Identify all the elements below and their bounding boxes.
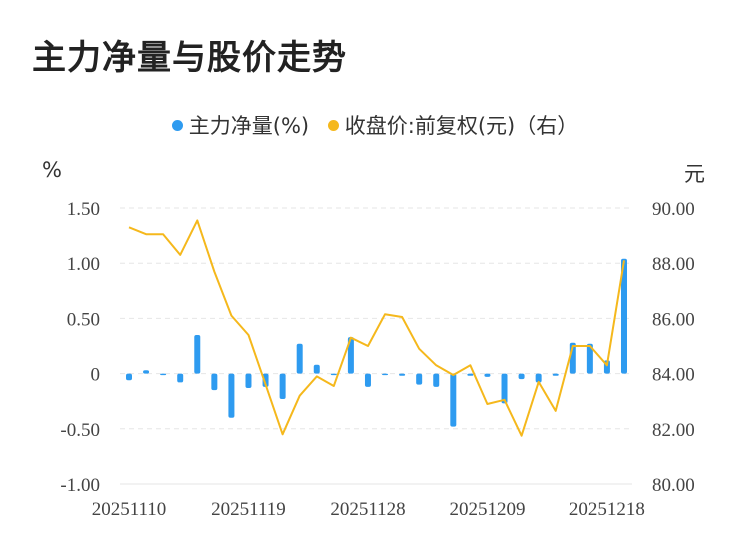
bar xyxy=(382,373,389,376)
bar xyxy=(501,373,508,404)
left-axis-unit: % xyxy=(42,158,62,182)
bar xyxy=(160,373,167,376)
y-left-tick-label: 0 xyxy=(91,365,101,386)
y-right-tick-label: 88.00 xyxy=(652,254,695,275)
bar xyxy=(279,373,286,399)
bar xyxy=(450,373,457,427)
bar xyxy=(552,373,559,376)
bar xyxy=(245,373,252,388)
bar xyxy=(194,334,201,374)
bar xyxy=(330,373,337,376)
x-tick-label: 20251209 xyxy=(449,499,525,520)
bar xyxy=(467,373,474,376)
bar xyxy=(364,373,371,387)
bar xyxy=(416,373,423,385)
legend-item-net[interactable]: 主力净量(%) xyxy=(171,110,310,140)
bar xyxy=(347,337,354,374)
chart-title: 主力净量与股价走势 xyxy=(32,38,347,78)
y-right-tick-label: 80.00 xyxy=(652,475,695,496)
right-axis-unit: 元 xyxy=(684,162,705,186)
legend-dot-net-icon xyxy=(171,120,183,131)
bar xyxy=(143,370,150,374)
bar xyxy=(296,343,303,374)
bar xyxy=(518,373,525,380)
bar xyxy=(621,258,627,374)
legend-dot-price-icon xyxy=(327,120,339,131)
price-line xyxy=(128,219,625,437)
y-left-tick-label: 1.50 xyxy=(67,199,100,220)
legend-label-price: 收盘价:前复权(元)（右） xyxy=(344,114,579,138)
legend: 主力净量(%) 收盘价:前复权(元)（右） xyxy=(0,110,750,140)
y-left-tick-label: -0.50 xyxy=(60,420,100,441)
y-right-tick-label: 84.00 xyxy=(652,365,695,386)
bar xyxy=(586,343,593,374)
bar xyxy=(433,373,440,387)
y-left-tick-label: 0.50 xyxy=(67,309,100,330)
y-right-tick-label: 86.00 xyxy=(652,309,695,330)
bar xyxy=(177,373,184,383)
bar xyxy=(535,373,542,383)
legend-label-net: 主力净量(%) xyxy=(188,114,310,138)
bar xyxy=(399,373,406,376)
bar xyxy=(228,373,235,418)
x-tick-label: 20251110 xyxy=(92,499,167,520)
x-tick-label: 20251218 xyxy=(569,499,645,520)
bar xyxy=(262,373,269,387)
x-tick-label: 20251128 xyxy=(330,499,405,520)
bar xyxy=(126,373,132,381)
y-right-tick-label: 90.00 xyxy=(652,199,695,220)
y-right-tick-label: 82.00 xyxy=(652,420,695,441)
y-left-tick-label: 1.00 xyxy=(67,254,100,275)
legend-item-price[interactable]: 收盘价:前复权(元)（右） xyxy=(327,110,579,140)
y-left-tick-label: -1.00 xyxy=(60,475,100,496)
x-tick-label: 20251119 xyxy=(211,499,286,520)
bar xyxy=(313,364,320,374)
bar xyxy=(484,373,491,377)
bar xyxy=(211,373,218,391)
